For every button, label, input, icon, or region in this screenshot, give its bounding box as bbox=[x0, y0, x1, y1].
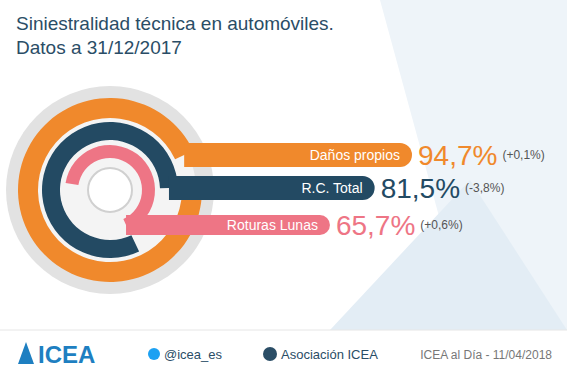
value-label: 65,7% bbox=[336, 210, 415, 241]
labels: Daños propios 94,7% (+0,1%) R.C. Total 81,5%… bbox=[227, 140, 545, 241]
twitter-icon bbox=[148, 348, 160, 360]
value-label: 94,7% bbox=[418, 140, 497, 171]
chart: Siniestralidad técnica en automóviles. Da… bbox=[0, 0, 567, 378]
footer-rule bbox=[0, 330, 567, 331]
twitter-handle[interactable]: @icea_es bbox=[164, 347, 223, 362]
value-label: 81,5% bbox=[381, 173, 460, 204]
logo-icon bbox=[18, 342, 34, 364]
change-label: (+0,1%) bbox=[502, 148, 544, 162]
hub bbox=[88, 168, 132, 212]
linkedin-name[interactable]: Asociación ICEA bbox=[281, 347, 378, 362]
bar bbox=[126, 215, 330, 235]
category-label: R.C. Total bbox=[301, 180, 362, 196]
title: Siniestralidad técnica en automóviles. Da… bbox=[16, 13, 334, 58]
ring bbox=[42, 122, 178, 258]
bar bbox=[169, 176, 375, 200]
title-line: Siniestralidad técnica en automóviles. bbox=[16, 13, 334, 34]
change-label: (-3,8%) bbox=[465, 181, 504, 195]
change-label: (+0,6%) bbox=[420, 218, 462, 232]
source: ICEA al Día - 11/04/2018 bbox=[420, 348, 552, 362]
title-line: Datos a 31/12/2017 bbox=[16, 37, 182, 58]
category-label: Daños propios bbox=[310, 147, 400, 163]
logo: ICEA bbox=[38, 341, 95, 368]
bar bbox=[184, 143, 412, 167]
marks bbox=[18, 98, 412, 282]
category-label: Roturas Lunas bbox=[227, 217, 318, 233]
linkedin-icon bbox=[263, 347, 277, 361]
